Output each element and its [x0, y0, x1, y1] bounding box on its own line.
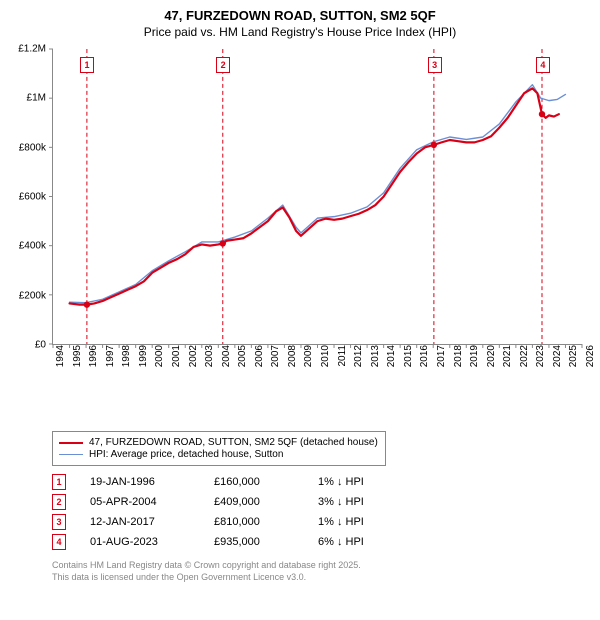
transaction-marker: 4 — [52, 534, 66, 550]
title-line1: 47, FURZEDOWN ROAD, SUTTON, SM2 5QF — [10, 8, 590, 23]
x-tick-label: 2006 — [254, 345, 265, 367]
chart-marker-2: 2 — [216, 57, 230, 73]
title-line2: Price paid vs. HM Land Registry's House … — [10, 25, 590, 39]
x-tick-label: 1995 — [72, 345, 83, 367]
x-tick-label: 2023 — [535, 345, 546, 367]
footer-line2: This data is licensed under the Open Gov… — [52, 572, 590, 584]
legend-label: HPI: Average price, detached house, Sutt… — [89, 449, 283, 460]
transaction-row: 4 01-AUG-2023 £935,000 6% ↓ HPI — [52, 534, 590, 550]
transaction-marker: 3 — [52, 514, 66, 530]
x-tick-label: 2010 — [320, 345, 331, 367]
x-tick-label: 2016 — [419, 345, 430, 367]
x-tick-label: 2015 — [403, 345, 414, 367]
transaction-row: 3 12-JAN-2017 £810,000 1% ↓ HPI — [52, 514, 590, 530]
y-tick-label: £200k — [19, 290, 46, 301]
transaction-date: 05-APR-2004 — [90, 496, 190, 508]
plot-outer: £0 £200k £400k £600k £800k £1M £1.2M 1 2 3 4 1994… — [10, 45, 590, 365]
transaction-delta: 1% ↓ HPI — [318, 516, 398, 528]
x-tick-label: 2013 — [370, 345, 381, 367]
transaction-delta: 6% ↓ HPI — [318, 536, 398, 548]
transaction-date: 12-JAN-2017 — [90, 516, 190, 528]
plot-svg — [53, 49, 582, 344]
x-tick-label: 1994 — [55, 345, 66, 367]
chart-container: 47, FURZEDOWN ROAD, SUTTON, SM2 5QF Pric… — [0, 0, 600, 589]
transaction-marker: 2 — [52, 494, 66, 510]
transaction-price: £409,000 — [214, 496, 294, 508]
transaction-date: 01-AUG-2023 — [90, 536, 190, 548]
legend-label: 47, FURZEDOWN ROAD, SUTTON, SM2 5QF (det… — [89, 437, 378, 448]
x-tick-label: 1997 — [105, 345, 116, 367]
x-tick-label: 2001 — [171, 345, 182, 367]
x-tick-label: 2003 — [204, 345, 215, 367]
transaction-price: £935,000 — [214, 536, 294, 548]
transaction-row: 2 05-APR-2004 £409,000 3% ↓ HPI — [52, 494, 590, 510]
y-tick-label: £0 — [35, 340, 46, 351]
x-tick-label: 2024 — [552, 345, 563, 367]
x-tick-label: 1996 — [88, 345, 99, 367]
transaction-row: 1 19-JAN-1996 £160,000 1% ↓ HPI — [52, 474, 590, 490]
legend-swatch — [59, 454, 83, 455]
transaction-marker: 1 — [52, 474, 66, 490]
transaction-delta: 3% ↓ HPI — [318, 496, 398, 508]
title-block: 47, FURZEDOWN ROAD, SUTTON, SM2 5QF Pric… — [10, 8, 590, 39]
x-tick-label: 2020 — [486, 345, 497, 367]
transaction-price: £160,000 — [214, 476, 294, 488]
x-tick-label: 2007 — [270, 345, 281, 367]
y-tick-label: £1M — [27, 93, 46, 104]
x-tick-label: 2012 — [353, 345, 364, 367]
x-tick-label: 2025 — [568, 345, 579, 367]
x-tick-label: 2011 — [337, 345, 348, 367]
x-tick-label: 1998 — [121, 345, 132, 367]
legend-box: 47, FURZEDOWN ROAD, SUTTON, SM2 5QF (det… — [52, 431, 386, 466]
y-tick-label: £1.2M — [18, 44, 46, 55]
transaction-date: 19-JAN-1996 — [90, 476, 190, 488]
transactions-table: 1 19-JAN-1996 £160,000 1% ↓ HPI 2 05-APR-2004… — [52, 474, 590, 550]
transaction-price: £810,000 — [214, 516, 294, 528]
x-tick-label: 2021 — [502, 345, 513, 367]
plot-area: 1 2 3 4 — [52, 49, 582, 345]
x-tick-label: 2018 — [453, 345, 464, 367]
chart-marker-1: 1 — [80, 57, 94, 73]
legend-swatch — [59, 442, 83, 444]
x-tick-label: 2017 — [436, 345, 447, 367]
footer-line1: Contains HM Land Registry data © Crown c… — [52, 560, 590, 572]
y-axis-labels: £0£200k£400k£600k£800k£1M£1.2M — [10, 45, 50, 345]
x-tick-label: 2014 — [386, 345, 397, 367]
y-tick-label: £400k — [19, 241, 46, 252]
x-tick-label: 2026 — [585, 345, 596, 367]
x-tick-label: 2009 — [303, 345, 314, 367]
x-tick-label: 2004 — [221, 345, 232, 367]
footer-note: Contains HM Land Registry data © Crown c… — [52, 560, 590, 583]
x-tick-label: 2002 — [188, 345, 199, 367]
legend-item: 47, FURZEDOWN ROAD, SUTTON, SM2 5QF (det… — [59, 437, 379, 448]
chart-marker-4: 4 — [536, 57, 550, 73]
x-tick-label: 2022 — [519, 345, 530, 367]
x-tick-label: 2019 — [469, 345, 480, 367]
y-tick-label: £800k — [19, 142, 46, 153]
x-axis-labels: 1994 1995 1996 1997 1998 1999 2000 2001 2002 2003… — [52, 345, 582, 411]
y-tick-label: £600k — [19, 192, 46, 203]
chart-marker-3: 3 — [428, 57, 442, 73]
transaction-delta: 1% ↓ HPI — [318, 476, 398, 488]
x-tick-label: 2008 — [287, 345, 298, 367]
x-tick-label: 2000 — [154, 345, 165, 367]
x-tick-label: 2005 — [237, 345, 248, 367]
legend-item: HPI: Average price, detached house, Sutt… — [59, 449, 379, 460]
x-tick-label: 1999 — [138, 345, 149, 367]
